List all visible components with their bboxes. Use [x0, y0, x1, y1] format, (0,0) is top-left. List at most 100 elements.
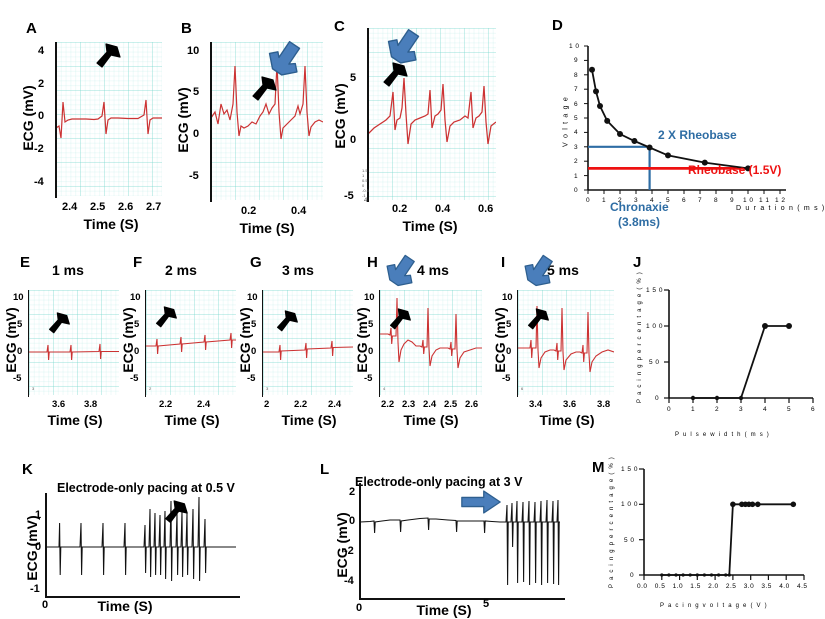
- panel-k-black-arrow-icon: [165, 500, 188, 523]
- panel-a-black-arrow-icon: [96, 43, 121, 68]
- panel-g-y-axis: [262, 290, 264, 397]
- panel-j-chart-svg: [664, 289, 814, 403]
- panel-l-title: Electrode-only pacing at 3 V: [355, 475, 523, 489]
- panel-m-xtick-4: 2.0: [708, 583, 719, 590]
- panel-m-xtick-9: 4.5: [797, 583, 808, 590]
- panel-m-ytick-50: 5 0: [624, 536, 635, 544]
- panel-l-ytick-2: 2: [349, 486, 356, 498]
- panel-j-x-label: P u l s e w i d t h ( m s ): [675, 432, 770, 438]
- panel-j-y-label: P a c i n g p e r c e n t a g e ( % ): [637, 271, 643, 403]
- panel-d-ytick-9: 9: [574, 57, 579, 65]
- panel-k-label: K: [22, 461, 33, 478]
- panel-m-xtick-0: 0.0: [637, 583, 648, 590]
- panel-c-blue-arrow-icon: [387, 28, 420, 64]
- panel-d-xtick-12: 1 2: [775, 197, 786, 204]
- panel-c-ytick-n5: -5: [344, 190, 354, 202]
- panel-k-plot: [46, 495, 236, 595]
- panel-l-label: L: [320, 461, 330, 478]
- panel-c: C ECG (mV) 5 0 -5 1.5 1 0.5 0 -0.5 -1 4 0.2 0…: [318, 0, 503, 245]
- panel-e-ytick-n5: -5: [13, 373, 22, 384]
- panel-m-xtick-2: 1.0: [672, 583, 684, 590]
- panel-a-xtick-2: 2.6: [118, 201, 134, 213]
- panel-b-plot: [211, 42, 323, 200]
- panel-e: E 1 ms ECG (mV) 10 5 0 -5 3 3.6 3.8 Time…: [0, 250, 130, 450]
- panel-l-plot: [359, 497, 560, 597]
- panel-g-x-label: Time (S): [281, 412, 337, 428]
- panel-a-ytick-n4: -4: [34, 176, 44, 188]
- panel-c-x-label: Time (S): [402, 218, 458, 234]
- panel-l-ytick-n4: -4: [344, 575, 354, 587]
- strength-duration-curve: [591, 69, 749, 170]
- panel-d-xtick-0: 0: [586, 197, 591, 204]
- panel-h: H 4 ms ECG (mV) 10 5 0 -5 4 2.2 2.3 2.4 …: [351, 250, 491, 450]
- panel-d-label: D: [552, 17, 563, 34]
- panel-g-label: G: [250, 254, 262, 271]
- panel-g-xtick-2: 2.4: [328, 399, 342, 410]
- panel-d-chronaxie-annotation-line2: (3.8ms): [618, 215, 661, 229]
- panel-i-title: 5 ms: [547, 262, 579, 278]
- panel-e-y-axis: [28, 290, 30, 397]
- panel-f-ytick-5: 5: [134, 319, 140, 330]
- panel-g-xtick-0: 2: [264, 399, 270, 410]
- panel-k-trace: [46, 496, 236, 582]
- panel-e-y-label: ECG (mV): [3, 307, 19, 373]
- panel-c-black-arrow-icon: [383, 62, 408, 87]
- panel-h-y-axis: [379, 290, 381, 397]
- panel-k-x-label: Time (S): [97, 598, 153, 614]
- panel-d-chronaxie-annotation-line1: Chronaxie: [610, 200, 669, 214]
- panel-e-xtick-0: 3.6: [52, 399, 66, 410]
- panel-l-xtick-0: 0: [356, 602, 363, 614]
- panel-a-y-axis: [55, 42, 57, 198]
- panel-i-corner-tick: 6: [521, 386, 524, 391]
- panel-m-label: M: [592, 459, 605, 476]
- panel-l-ytick-n2: -2: [344, 545, 354, 557]
- panel-j-series-points: [690, 323, 792, 401]
- panel-h-title: 4 ms: [417, 262, 449, 278]
- panel-b-ytick-10: 10: [187, 45, 200, 57]
- panel-f-xtick-0: 2.2: [159, 399, 173, 410]
- panel-m: M: [590, 455, 825, 619]
- panel-d-xtick-9: 9: [730, 197, 735, 204]
- panel-h-label: H: [367, 254, 378, 271]
- panel-d-xtick-10: 1 0: [743, 197, 754, 204]
- panel-d-ytick-5: 5: [574, 115, 579, 122]
- panel-c-corner-ticks: 1.5 1 0.5 0 -0.5 -1: [362, 168, 369, 198]
- panel-l-trace: [359, 499, 560, 586]
- panel-a-xtick-1: 2.5: [90, 201, 106, 213]
- panel-d-ytick-10: 1 0: [569, 43, 580, 50]
- panel-e-black-arrow-icon: [48, 312, 70, 334]
- panel-j-xtick-3: 3: [739, 406, 744, 413]
- panel-j-xtick-1: 1: [691, 406, 696, 413]
- panel-h-ytick-n5: -5: [364, 373, 373, 384]
- panel-i-ytick-5: 5: [506, 319, 512, 330]
- panel-h-xtick-4: 2.6: [465, 399, 479, 410]
- panel-d-x-label: D u r a t i o n ( m s ): [736, 205, 825, 212]
- panel-i-plot: [518, 290, 614, 395]
- panel-f-y-label: ECG (mV): [120, 307, 136, 373]
- panel-m-xtick-6: 3.0: [743, 583, 755, 590]
- panel-h-ytick-0: 0: [368, 346, 374, 357]
- panel-j: J 0 5 0 1 0 0 1 5 0 0 1: [615, 250, 825, 450]
- panel-i-label: I: [501, 254, 506, 271]
- panel-f-black-arrow-icon: [155, 306, 177, 328]
- panel-g: G 3 ms ECG (mV) 10 5 0 -5 3 2 2.2 2.4 Ti…: [234, 250, 364, 450]
- panel-c-xtick-2: 0.6: [478, 203, 494, 215]
- panel-k-ytick-n1: -1: [30, 583, 40, 595]
- panel-l-x-axis: [359, 598, 565, 600]
- panel-j-xtick-2: 2: [715, 406, 720, 413]
- panel-e-ytick-0: 0: [17, 346, 23, 357]
- panel-d-xtick-11: 1 1: [759, 197, 770, 204]
- panel-g-title: 3 ms: [282, 262, 314, 278]
- panel-j-ytick-100: 1 0 0: [646, 323, 663, 330]
- panel-i-x-label: Time (S): [539, 412, 595, 428]
- panel-b-y-axis: [210, 42, 212, 202]
- panel-j-label: J: [633, 254, 642, 271]
- panel-g-black-arrow-icon: [276, 310, 298, 332]
- panel-d-xtick-5: 5: [666, 197, 671, 204]
- panel-e-plot: [29, 290, 119, 395]
- panel-d-ytick-0: 0: [574, 187, 579, 194]
- panel-e-ytick-5: 5: [17, 319, 23, 330]
- panel-f-x-label: Time (S): [164, 412, 220, 428]
- panel-b-ytick-5: 5: [193, 86, 200, 98]
- panel-d-xtick-6: 6: [682, 197, 687, 204]
